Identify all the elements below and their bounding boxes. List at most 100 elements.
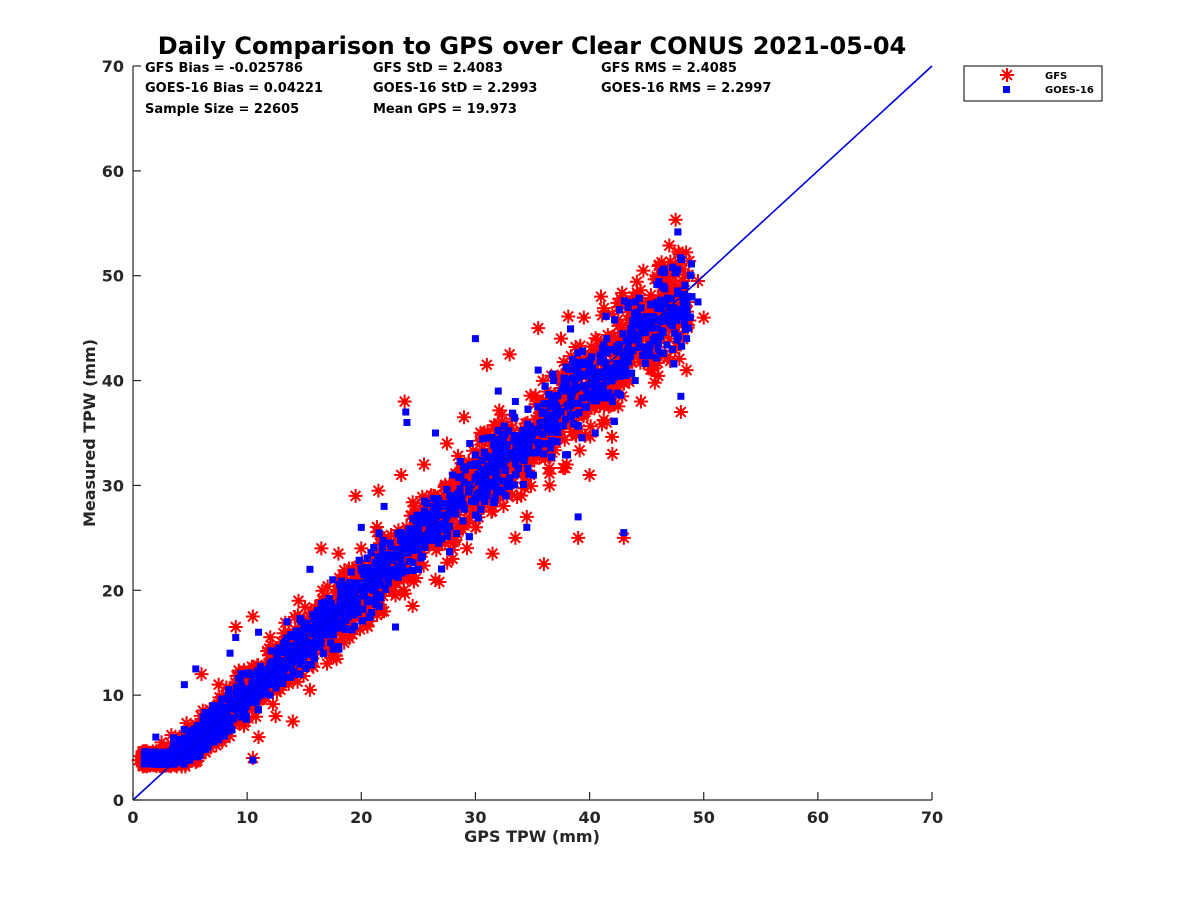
gfs-point	[595, 308, 610, 323]
gfs-point-shape	[328, 648, 343, 663]
gfs-point-shape	[519, 509, 534, 524]
gfs-point-shape	[488, 418, 503, 433]
gfs-point	[518, 469, 533, 484]
gfs-point-shape	[248, 709, 263, 724]
gfs-point-shape	[625, 354, 640, 369]
gfs-point-shape	[291, 593, 306, 608]
gfs-point-shape	[611, 399, 626, 414]
gfs-point-shape	[508, 530, 523, 545]
gfs-point-shape	[405, 599, 420, 614]
gfs-point	[604, 429, 619, 444]
gfs-point-shape	[485, 546, 500, 561]
gfs-point	[517, 481, 532, 496]
gfs-point-shape	[558, 461, 573, 476]
gfs-point-shape	[622, 374, 637, 389]
gfs-point	[576, 310, 591, 325]
gfs-point	[460, 516, 475, 531]
gfs-point	[654, 318, 669, 333]
gfs-point	[290, 608, 305, 623]
gfs-point-shape	[348, 488, 363, 503]
gfs-point-shape	[662, 331, 677, 346]
gfs-point-shape	[432, 574, 447, 589]
gfs-point	[622, 374, 637, 389]
gfs-point-shape	[517, 481, 532, 496]
gfs-point-shape	[554, 397, 569, 412]
gfs-point	[290, 663, 305, 678]
gfs-point	[672, 256, 687, 271]
gfs-point	[405, 495, 420, 510]
gfs-point	[251, 730, 266, 745]
gfs-point	[348, 488, 363, 503]
gfs-point	[480, 424, 495, 439]
gfs-point-shape	[281, 676, 296, 691]
gfs-point	[396, 570, 411, 585]
gfs-point	[647, 375, 662, 390]
gfs-point	[354, 596, 369, 611]
gfs-point	[633, 394, 648, 409]
gfs-point	[572, 443, 587, 458]
gfs-point	[536, 557, 551, 572]
gfs-point	[647, 272, 662, 287]
gfs-point	[660, 273, 675, 288]
gfs-point-shape	[672, 256, 687, 271]
gfs-point-shape	[290, 663, 305, 678]
gfs-point	[554, 397, 569, 412]
gfs-point-shape	[572, 443, 587, 458]
chart-title: Daily Comparison to GPS over Clear CONUS…	[158, 32, 906, 60]
gfs-point	[466, 443, 481, 458]
gfs-point	[571, 530, 586, 545]
gfs-point-shape	[445, 551, 460, 566]
gfs-point-shape	[556, 355, 571, 370]
gfs-point	[438, 536, 453, 551]
gfs-point	[359, 614, 374, 629]
gfs-point	[314, 541, 329, 556]
gfs-point	[451, 448, 466, 463]
gfs-point-shape	[660, 273, 675, 288]
gfs-point-shape	[696, 310, 711, 325]
gfs-point-shape	[348, 611, 363, 626]
gfs-point	[415, 545, 430, 560]
gfs-point-shape	[673, 405, 688, 420]
gfs-point	[377, 604, 392, 619]
gfs-point-shape	[573, 338, 588, 353]
gfs-point-shape	[428, 572, 443, 587]
gfs-point-shape	[676, 273, 691, 288]
gfs-point-shape	[462, 510, 477, 525]
gfs-point	[466, 500, 481, 515]
gfs-point	[523, 388, 538, 403]
gfs-point	[409, 571, 424, 586]
gfs-point-shape	[337, 563, 352, 578]
gfs-point	[573, 338, 588, 353]
gfs-point	[237, 663, 252, 678]
gfs-point	[388, 576, 403, 591]
gfs-point-shape	[599, 415, 614, 430]
gfs-point-shape	[405, 495, 420, 510]
gfs-point	[584, 339, 599, 354]
gfs-point	[650, 355, 665, 370]
gfs-point	[194, 667, 209, 682]
gfs-point	[455, 522, 470, 537]
gfs-point-shape	[577, 406, 592, 421]
gfs-point	[337, 563, 352, 578]
gfs-point	[568, 340, 583, 355]
gfs-point-shape	[547, 443, 562, 458]
gfs-point	[352, 622, 367, 637]
gfs-point	[405, 599, 420, 614]
gfs-point-shape	[616, 530, 631, 545]
gfs-point-shape	[417, 457, 432, 472]
gfs-point-shape	[354, 596, 369, 611]
gfs-point-shape	[209, 738, 224, 753]
gfs-point-shape	[460, 516, 475, 531]
gfs-point	[492, 403, 507, 418]
gfs-point-shape	[457, 410, 472, 425]
gfs-point	[601, 399, 616, 414]
gfs-point	[605, 446, 620, 461]
gfs-point	[611, 318, 626, 333]
gfs-point	[559, 457, 574, 472]
gfs-point	[557, 432, 572, 447]
gfs-point-shape	[387, 535, 402, 550]
gfs-point-shape	[228, 619, 243, 634]
gfs-point	[445, 551, 460, 566]
gfs-point-shape	[443, 515, 458, 530]
gfs-point-shape	[179, 716, 194, 731]
